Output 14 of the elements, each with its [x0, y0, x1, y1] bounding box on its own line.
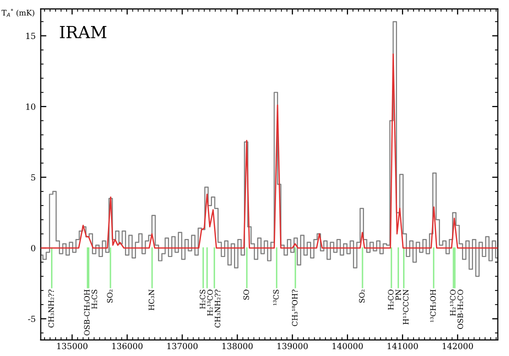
x-tick-label: 142000: [442, 342, 473, 350]
x-tick-label: 136000: [112, 342, 143, 350]
y-tick-label: -5: [28, 316, 36, 322]
y-tick-label: 10: [26, 104, 36, 110]
x-tick-label: 141000: [388, 342, 418, 350]
y-tick-label: 15: [26, 32, 36, 40]
x-tick-label: 139000: [278, 342, 308, 350]
y-tick-label: 0: [31, 244, 36, 252]
y-tick-label: 5: [31, 174, 36, 181]
annotation: IRAM: [60, 26, 106, 38]
x-tick-label: 137000: [167, 342, 198, 350]
x-tick-label: 140000: [332, 342, 363, 350]
x-tick-label: 138000: [222, 342, 253, 350]
x-tick-label: 135000: [57, 342, 88, 350]
